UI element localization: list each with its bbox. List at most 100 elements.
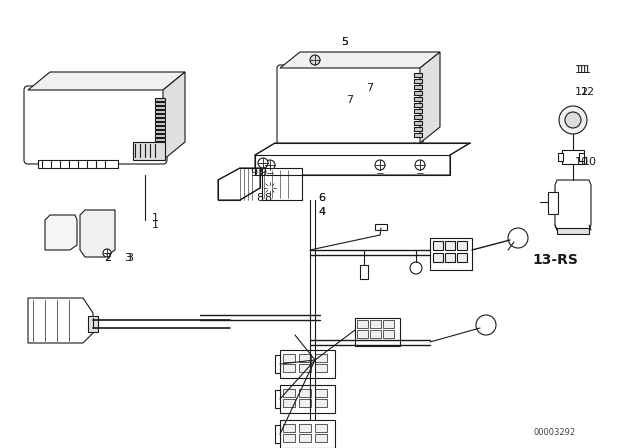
Bar [155, 142, 165, 145]
Bar [280, 385, 335, 413]
Bar [155, 150, 165, 153]
Text: 3: 3 [127, 253, 134, 263]
Bar [357, 320, 368, 328]
Polygon shape [420, 52, 440, 143]
Bar [280, 350, 335, 378]
Bar [414, 73, 422, 77]
Bar [579, 153, 584, 161]
Text: 6: 6 [319, 193, 326, 203]
Bar [38, 160, 118, 168]
Text: 13-RS: 13-RS [532, 253, 578, 267]
Text: 9: 9 [250, 168, 257, 178]
Bar [299, 389, 311, 397]
Bar [558, 153, 563, 161]
Circle shape [508, 228, 528, 248]
Text: 5: 5 [342, 37, 349, 47]
Bar [275, 425, 280, 443]
Bar [88, 316, 98, 332]
Text: 5: 5 [342, 37, 349, 47]
Bar [155, 118, 165, 121]
Bar [155, 106, 165, 109]
Bar [155, 146, 165, 149]
Bar [414, 121, 422, 125]
Bar [357, 330, 368, 338]
Bar [315, 434, 327, 442]
Circle shape [410, 262, 422, 274]
Text: 1: 1 [152, 213, 159, 223]
Bar [283, 389, 295, 397]
Bar [370, 320, 381, 328]
Bar [283, 424, 295, 432]
Bar [433, 253, 443, 262]
FancyBboxPatch shape [24, 86, 167, 164]
Bar [433, 241, 443, 250]
Bar [315, 424, 327, 432]
Bar [548, 192, 558, 214]
Circle shape [559, 106, 587, 134]
Polygon shape [28, 298, 93, 343]
Bar [414, 97, 422, 101]
Text: 4: 4 [319, 207, 326, 217]
Bar [315, 354, 327, 362]
Text: 4: 4 [319, 207, 326, 217]
Circle shape [415, 160, 425, 170]
Bar [299, 364, 311, 372]
Bar [315, 389, 327, 397]
Bar [275, 390, 280, 408]
Text: 2: 2 [104, 253, 111, 263]
Bar [315, 399, 327, 407]
Polygon shape [218, 168, 260, 200]
Bar [457, 241, 467, 250]
Text: 1: 1 [152, 220, 159, 230]
Bar [557, 228, 589, 234]
Polygon shape [28, 72, 185, 90]
Text: 9: 9 [259, 168, 267, 178]
Bar [275, 355, 280, 373]
Bar [155, 98, 165, 101]
Polygon shape [555, 180, 591, 230]
Bar [155, 138, 165, 141]
Bar [414, 91, 422, 95]
Text: 7: 7 [367, 83, 374, 93]
Polygon shape [80, 210, 115, 257]
Bar [457, 253, 467, 262]
Bar [155, 134, 165, 137]
Bar [262, 168, 302, 200]
Text: 00003292: 00003292 [534, 427, 576, 436]
Bar [383, 320, 394, 328]
Bar [445, 253, 455, 262]
Bar [299, 424, 311, 432]
Bar [445, 241, 455, 250]
Text: 12: 12 [581, 87, 595, 97]
Text: 11: 11 [575, 65, 589, 75]
Bar [562, 150, 584, 164]
Text: 8: 8 [264, 193, 271, 203]
Bar [299, 354, 311, 362]
Text: 7: 7 [346, 95, 353, 105]
Bar [414, 109, 422, 113]
Text: 3: 3 [125, 253, 131, 263]
Text: 10: 10 [575, 157, 589, 167]
Polygon shape [280, 52, 440, 68]
Bar [355, 318, 400, 346]
Circle shape [258, 158, 268, 168]
Text: 8: 8 [257, 193, 264, 203]
Bar [283, 434, 295, 442]
Bar [155, 126, 165, 129]
Text: 10: 10 [583, 157, 597, 167]
Bar [283, 364, 295, 372]
Circle shape [310, 55, 320, 65]
Polygon shape [255, 143, 470, 175]
Bar [414, 103, 422, 107]
Bar [414, 79, 422, 83]
Bar [414, 85, 422, 89]
Bar [155, 102, 165, 105]
Bar [370, 330, 381, 338]
Bar [299, 399, 311, 407]
Bar [299, 434, 311, 442]
Bar [360, 265, 368, 279]
FancyBboxPatch shape [277, 65, 423, 146]
Text: 12: 12 [575, 87, 589, 97]
Polygon shape [163, 72, 185, 160]
Bar [283, 354, 295, 362]
